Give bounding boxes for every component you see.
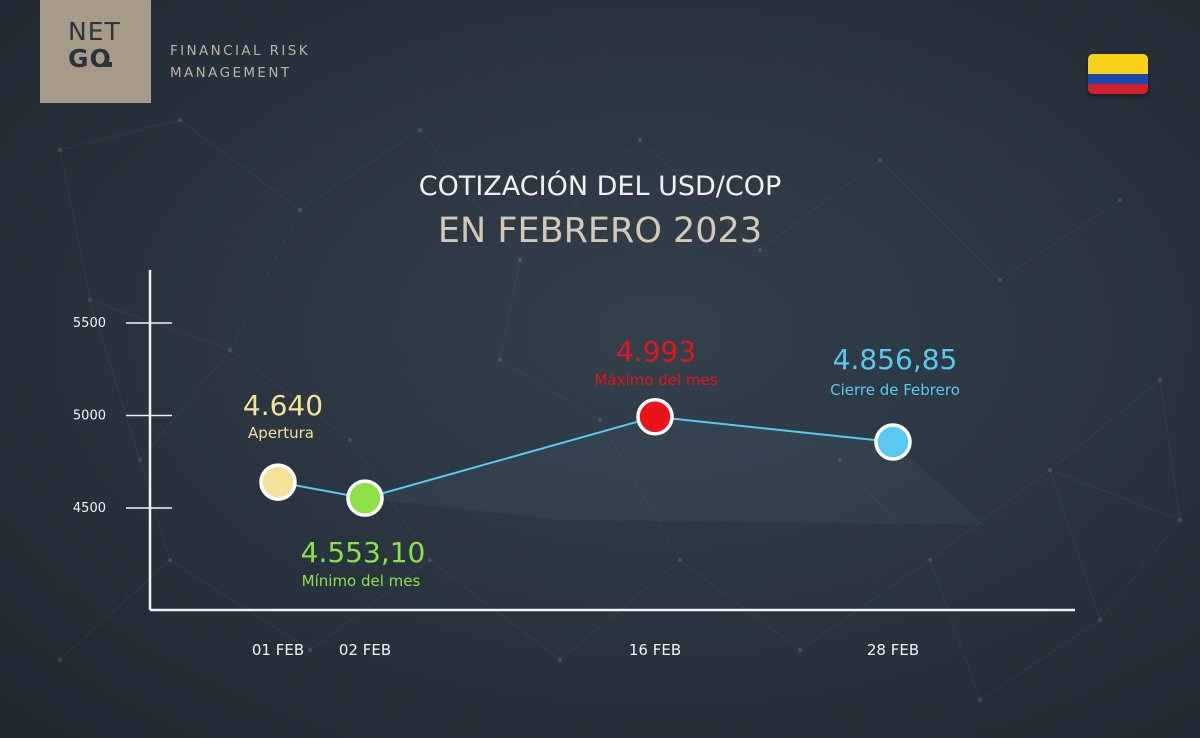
data-point-1 — [259, 463, 297, 501]
netgo-logo: NET GO — [40, 0, 151, 103]
x-tick-label: 01 FEB — [252, 641, 304, 659]
y-tick-label: 4500 — [73, 501, 106, 516]
data-label-value: 4.640 — [243, 389, 323, 422]
data-point-3 — [636, 398, 674, 436]
series-line — [277, 415, 894, 500]
chart-subtitle: EN FEBRERO 2023 — [437, 211, 763, 251]
data-point-2 — [346, 479, 384, 517]
data-label-value: 4.856,85 — [833, 343, 958, 376]
colombia-flag-icon — [1088, 54, 1148, 94]
data-label-description: Apertura — [248, 424, 314, 442]
logo-dot — [103, 62, 112, 67]
data-label-value: 4.993 — [616, 335, 696, 368]
chart-title: COTIZACIÓN DEL USD/COP — [418, 171, 782, 202]
line-shadow — [365, 416, 985, 525]
x-tick-label: 28 FEB — [867, 641, 919, 659]
data-label-description: Mínimo del mes — [302, 572, 421, 590]
data-label-description: Cierre de Febrero — [830, 381, 960, 399]
y-tick-label: 5000 — [73, 409, 106, 424]
company-name: FINANCIAL RISK MANAGEMENT — [170, 40, 310, 84]
logo-text-go: GO — [68, 44, 112, 73]
data-label-description: Máximo del mes — [594, 371, 717, 389]
data-label-value: 4.553,10 — [301, 536, 426, 569]
logo-text-net: NET — [68, 17, 121, 46]
data-point-4 — [874, 423, 912, 461]
company-name-line2: MANAGEMENT — [170, 65, 292, 81]
x-tick-label: 16 FEB — [629, 641, 681, 659]
y-tick-label: 5500 — [73, 316, 106, 331]
x-tick-label: 02 FEB — [339, 641, 391, 659]
company-name-line1: FINANCIAL RISK — [170, 43, 311, 59]
